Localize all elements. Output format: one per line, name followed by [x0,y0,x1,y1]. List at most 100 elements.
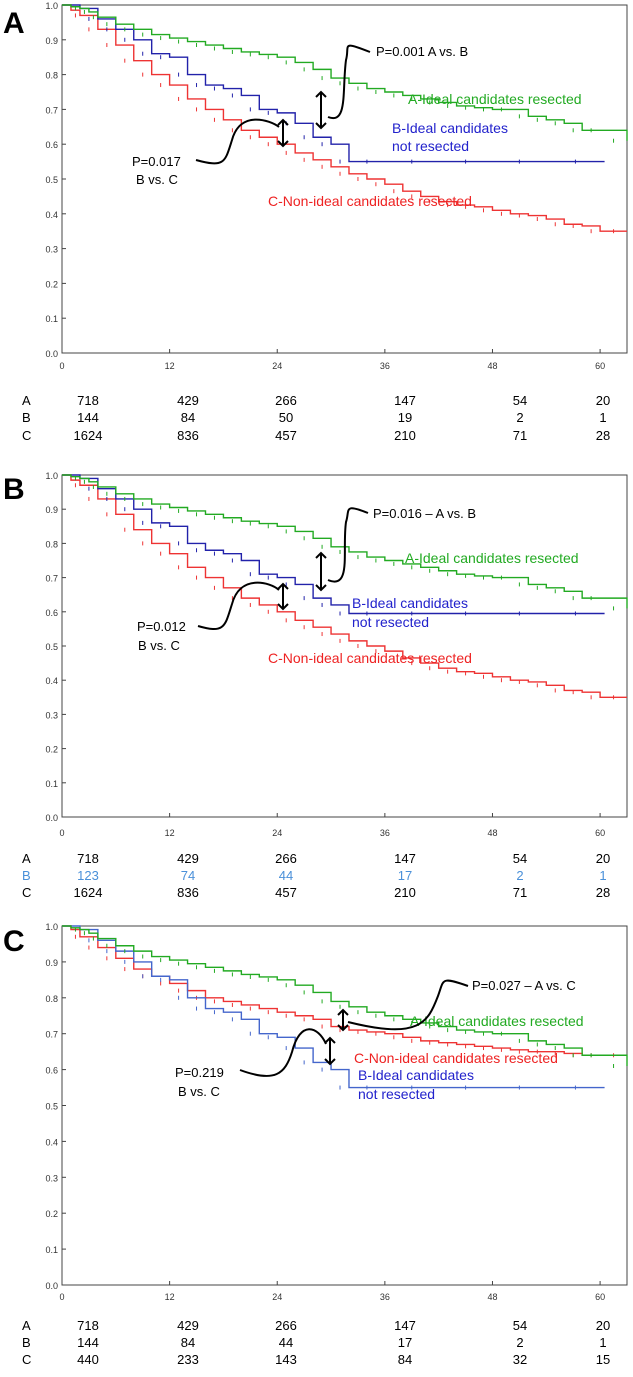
y-tick-label: 0.3 [45,1173,58,1183]
series-b-censor-marks [88,938,576,1090]
p-value-bottom: P=0.012 [137,619,186,634]
risk-value: 440 [77,1352,99,1367]
arrow-top-icon [315,551,327,592]
risk-value: 123 [77,868,99,883]
risk-value: 84 [181,1335,195,1350]
arrow-head-up [277,582,289,590]
y-tick-label: 0.0 [45,349,58,359]
risk-value: 1 [599,868,606,883]
arrow-head-up [337,1008,349,1016]
risk-row-label: B [22,1335,31,1350]
panel-b: B0.00.10.20.30.40.50.60.70.80.91.00 12 24 3… [3,471,628,900]
panel-label: B [3,473,25,506]
connector-top [347,979,469,1031]
risk-table: A 718 429 266 147 54 20 B 144 84 44 17 2 1 C 440 233 143 8… [22,1318,610,1367]
series-a-censor-marks [74,6,615,143]
x-tick-label: 60 [595,828,605,838]
arrow-head-down [337,1024,349,1032]
risk-row-label: B [22,410,31,425]
y-tick-label: 0.6 [45,608,58,618]
y-tick-label: 0.9 [45,958,58,968]
arrow-head-down [324,1058,336,1066]
y-tick-label: 0.3 [45,710,58,720]
label-series-c: C-Non-ideal candidates resected [268,193,472,209]
risk-value: 457 [275,885,297,900]
panel-a: A0.00.10.20.30.40.50.60.70.80.91.00 12 24 3… [3,1,628,443]
risk-value: 74 [181,868,195,883]
arrow-head-up [324,1036,336,1044]
risk-table: A 718 429 266 147 54 20 B 123 74 44 17 2 1 C 1624 836 457… [22,851,610,900]
risk-value: 54 [513,393,527,408]
series-c-censor-marks [74,13,615,234]
x-tick-label: 0 [59,361,64,371]
x-tick-label: 36 [380,1292,390,1302]
y-tick-label: 0.9 [45,505,58,515]
risk-value: 836 [177,885,199,900]
series-c-censor-marks [74,934,615,1058]
risk-value: 266 [275,1318,297,1333]
series-a-curve [62,474,628,609]
y-tick-label: 0.2 [45,745,58,755]
y-tick-label: 0.8 [45,994,58,1004]
y-tick-label: 0.5 [45,642,58,652]
risk-value: 266 [275,851,297,866]
connector-bottom [197,581,280,631]
risk-value: 147 [394,1318,416,1333]
x-tick-label: 36 [380,361,390,371]
series-b-curve [62,474,605,615]
series-c-censor-marks [74,483,615,700]
y-tick-label: 0.7 [45,574,58,584]
risk-value: 2 [516,868,523,883]
risk-value: 210 [394,428,416,443]
series-b-censor-marks [88,486,576,616]
risk-row-label: A [22,851,31,866]
p-value-bottom-comparison: B vs. C [178,1084,220,1099]
y-tick-label: 0.8 [45,71,58,81]
y-tick-label: 0.1 [45,779,58,789]
risk-value: 20 [596,851,610,866]
risk-row-label: C [22,428,31,443]
x-tick-label: 0 [59,1292,64,1302]
y-tick-label: 1.0 [45,471,58,481]
series-a-curve [62,925,628,1067]
risk-value: 144 [77,1335,99,1350]
y-tick-label: 0.2 [45,1209,58,1219]
label-series-b-line2: not resected [352,614,429,630]
y-tick-label: 0.6 [45,1066,58,1076]
x-tick-label: 48 [487,828,497,838]
x-tick-label: 12 [165,828,175,838]
risk-value: 147 [394,851,416,866]
risk-value: 71 [513,885,527,900]
risk-row-label: C [22,1352,31,1367]
y-tick-label: 0.1 [45,314,58,324]
risk-value: 1 [599,1335,606,1350]
risk-row-label: C [22,885,31,900]
series-b-censor-marks [88,16,576,164]
risk-value: 718 [77,393,99,408]
p-value-top: P=0.016 – A vs. B [373,506,476,521]
risk-value: 44 [279,868,293,883]
risk-value: 429 [177,1318,199,1333]
arrow-bottom-icon [277,118,289,148]
risk-value: 147 [394,393,416,408]
y-tick-label: 0.6 [45,140,58,150]
arrow-head-down [315,122,327,130]
series-a-censor-marks [74,476,615,611]
connector-bottom [195,118,280,165]
risk-value: 233 [177,1352,199,1367]
y-tick-label: 0.0 [45,813,58,823]
arrow-top-icon [337,1008,349,1032]
risk-value: 54 [513,1318,527,1333]
risk-value: 836 [177,428,199,443]
risk-value: 20 [596,393,610,408]
connector-top [327,507,369,583]
series-a-censor-marks [74,927,615,1069]
y-tick-label: 0.3 [45,245,58,255]
label-series-a: A-Ideal candidates resected [405,550,579,566]
risk-value: 54 [513,851,527,866]
risk-value: 15 [596,1352,610,1367]
arrow-bottom-icon [277,582,289,611]
p-value-bottom: P=0.219 [175,1065,224,1080]
p-value-top: P=0.027 – A vs. C [472,978,576,993]
x-tick-label: 36 [380,828,390,838]
